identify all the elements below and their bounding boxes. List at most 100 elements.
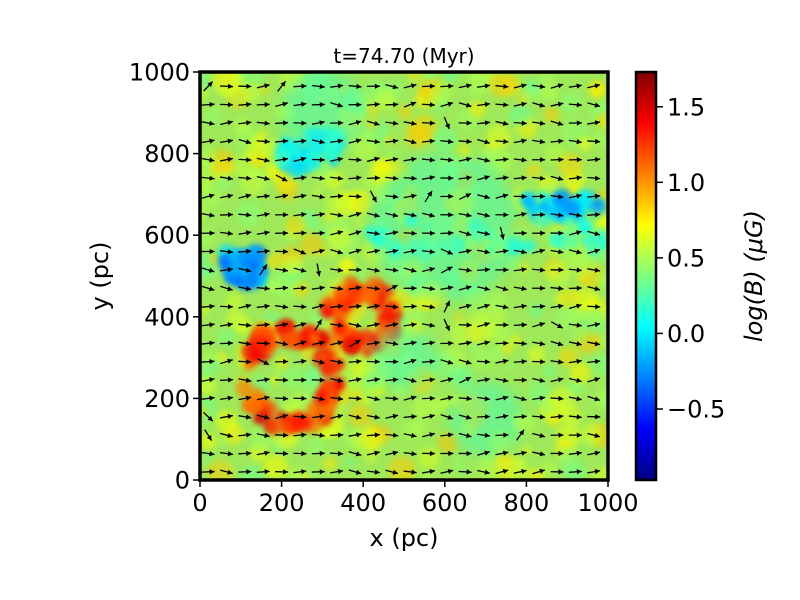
field-arrow <box>568 285 582 291</box>
field-feature-shell-lower-left <box>386 316 394 324</box>
field-feature-shell-lower-left <box>318 351 330 363</box>
field-arrow <box>477 286 491 292</box>
field-arrow <box>366 359 380 365</box>
field-arrow <box>385 212 399 218</box>
field-arrow <box>256 212 270 218</box>
field-arrow <box>513 101 527 107</box>
field-arrow <box>421 359 436 365</box>
field-arrow <box>366 267 380 273</box>
field-texture-blob <box>275 366 284 376</box>
field-texture-blob <box>320 164 333 177</box>
field-texture-blob <box>338 258 353 273</box>
field-arrow <box>219 212 234 218</box>
field-arrow <box>219 83 234 89</box>
field-arrow <box>257 358 270 366</box>
field-arrow <box>219 102 234 108</box>
field-arrow <box>219 377 234 383</box>
field-arrow <box>403 156 417 162</box>
field-arrow <box>532 230 546 236</box>
field-arrow <box>330 212 344 218</box>
field-arrow <box>330 193 344 199</box>
field-arrow <box>275 138 289 144</box>
field-texture-blob <box>549 386 576 414</box>
field-arrow <box>311 194 325 200</box>
field-arrow <box>440 266 453 274</box>
field-feature-shell-lower-left <box>253 414 263 424</box>
field-arrow <box>513 157 527 163</box>
field-arrow <box>293 175 307 181</box>
field-arrow <box>440 432 454 438</box>
field-arrow <box>256 322 270 328</box>
field-arrow <box>293 212 307 218</box>
field-texture-blob <box>443 72 459 83</box>
field-feature-shell-lower-left <box>333 284 350 301</box>
field-arrow <box>238 286 252 292</box>
field-texture-blob <box>546 260 573 287</box>
field-arrow <box>256 230 270 236</box>
field-feature-blue-patch-right <box>576 189 593 206</box>
field-texture-blob <box>470 342 481 354</box>
field-arrow <box>550 285 564 291</box>
field-arrow <box>550 267 564 273</box>
field-texture-blob <box>420 471 435 480</box>
field-arrow <box>587 138 601 145</box>
field-arrow <box>568 377 582 383</box>
field-arrow <box>440 395 454 401</box>
field-arrow <box>495 377 509 383</box>
field-feature-blue-patch-left <box>249 264 258 273</box>
field-feature-shell-lower-left <box>332 379 345 392</box>
field-arrow <box>293 432 307 438</box>
field-arrow <box>348 157 362 163</box>
field-arrow <box>256 83 270 89</box>
field-arrow <box>366 83 380 89</box>
field-arrow <box>458 359 472 365</box>
field-arrow <box>532 102 546 108</box>
field-arrow <box>532 322 546 328</box>
field-arrow <box>568 249 582 255</box>
field-feature-shell-lower-left <box>307 406 318 417</box>
field-arrow <box>403 285 417 291</box>
field-arrow <box>440 469 454 474</box>
field-arrow <box>275 120 289 126</box>
field-texture-blob <box>384 135 393 145</box>
field-arrow <box>532 193 546 199</box>
field-feature-blue-patch-left <box>233 276 243 286</box>
field-arrow <box>238 469 252 475</box>
field-arrow <box>311 450 325 456</box>
field-arrow <box>513 377 527 383</box>
field-arrow <box>316 263 322 277</box>
x-tick-label: 200 <box>259 489 305 517</box>
field-arrow <box>293 230 307 236</box>
field-arrow <box>293 156 307 163</box>
field-arrow <box>385 341 399 347</box>
field-arrow <box>275 377 289 383</box>
field-arrow <box>293 469 307 475</box>
field-arrow <box>366 230 380 236</box>
field-arrow <box>366 450 380 456</box>
field-texture-blob <box>213 72 241 98</box>
field-arrow <box>568 120 582 126</box>
field-texture-blob <box>269 251 287 269</box>
field-texture-blob <box>375 90 396 111</box>
field-feature-blue-patch-right <box>590 197 603 210</box>
field-cyan-cloud <box>370 152 520 302</box>
field-arrow <box>532 451 546 457</box>
field-arrow <box>403 248 417 254</box>
field-texture-blob <box>596 272 608 289</box>
field-arrow <box>550 175 564 181</box>
field-arrow <box>403 451 417 457</box>
field-arrow <box>348 414 362 420</box>
field-texture-blob <box>239 465 265 480</box>
field-arrow <box>422 267 435 273</box>
field-arrow <box>348 138 362 144</box>
field-arrow <box>311 432 325 438</box>
field-arrow <box>293 322 307 328</box>
field-arrow <box>513 285 527 292</box>
field-texture-blob <box>488 72 515 98</box>
field-arrow <box>385 304 399 310</box>
field-arrow <box>458 120 472 126</box>
field-feature-shell-lower-left <box>279 419 296 435</box>
field-arrow <box>256 102 270 108</box>
field-arrow <box>348 432 362 438</box>
field-arrow <box>330 83 344 89</box>
